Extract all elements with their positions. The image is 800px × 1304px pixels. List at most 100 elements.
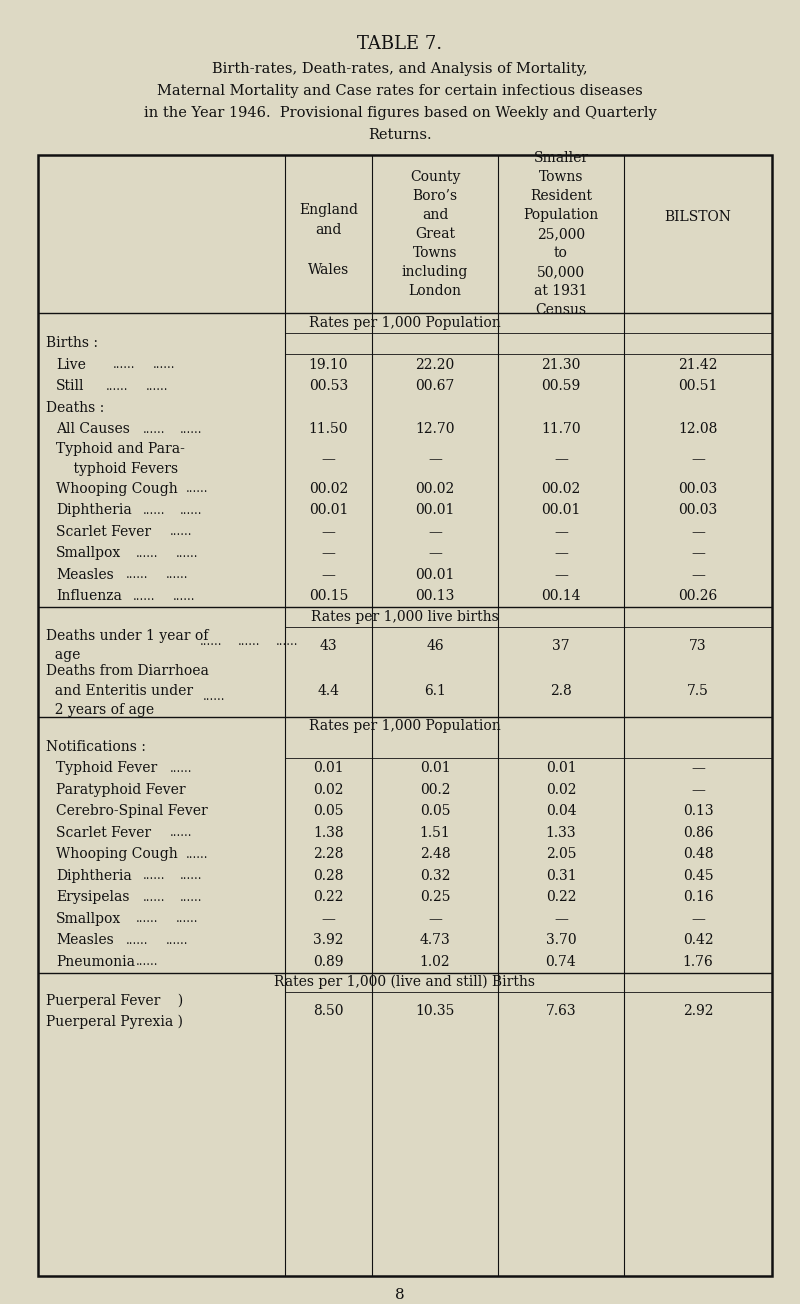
Text: —: — (554, 567, 568, 582)
Text: ......: ...... (180, 503, 202, 516)
Text: 11.70: 11.70 (541, 422, 581, 437)
Text: 8: 8 (395, 1288, 405, 1301)
Text: 0.01: 0.01 (546, 762, 576, 776)
Text: ......: ...... (176, 913, 198, 926)
Text: —: — (554, 452, 568, 466)
Text: 0.02: 0.02 (546, 782, 576, 797)
Text: Notifications :: Notifications : (46, 739, 146, 754)
Text: ......: ...... (203, 690, 226, 703)
Text: Erysipelas: Erysipelas (56, 891, 130, 904)
Text: Rates per 1,000 (live and still) Births: Rates per 1,000 (live and still) Births (274, 975, 535, 990)
Text: 00.26: 00.26 (678, 589, 718, 604)
Text: 43: 43 (320, 639, 338, 652)
Text: ......: ...... (170, 827, 193, 840)
Text: 2.05: 2.05 (546, 848, 576, 861)
Text: 0.45: 0.45 (682, 868, 714, 883)
Text: 2.28: 2.28 (314, 848, 344, 861)
Text: 73: 73 (689, 639, 707, 652)
Text: 12.70: 12.70 (415, 422, 454, 437)
Text: ......: ...... (143, 891, 166, 904)
Text: 00.2: 00.2 (420, 782, 450, 797)
Text: 0.13: 0.13 (682, 805, 714, 818)
Text: 37: 37 (552, 639, 570, 652)
Text: Influenza: Influenza (56, 589, 122, 604)
Text: ......: ...... (113, 359, 135, 372)
Text: Live: Live (56, 357, 86, 372)
Text: 7.5: 7.5 (687, 683, 709, 698)
Text: ......: ...... (143, 503, 166, 516)
Text: 0.74: 0.74 (546, 955, 576, 969)
Text: 00.02: 00.02 (542, 481, 581, 496)
Text: 2.8: 2.8 (550, 683, 572, 698)
Text: 1.76: 1.76 (682, 955, 714, 969)
Text: ......: ...... (136, 546, 158, 559)
Text: 00.13: 00.13 (415, 589, 454, 604)
Text: ......: ...... (180, 422, 202, 436)
Text: ......: ...... (166, 934, 189, 947)
Text: —: — (554, 911, 568, 926)
Text: ......: ...... (143, 422, 166, 436)
Text: 21.30: 21.30 (542, 357, 581, 372)
Text: 00.14: 00.14 (542, 589, 581, 604)
Text: Rates per 1,000 live births: Rates per 1,000 live births (311, 610, 499, 623)
Text: 22.20: 22.20 (415, 357, 454, 372)
Text: 0.02: 0.02 (314, 782, 344, 797)
Text: ......: ...... (170, 526, 193, 539)
Text: ......: ...... (136, 913, 158, 926)
Text: —: — (691, 524, 705, 539)
Text: Typhoid Fever: Typhoid Fever (56, 762, 158, 776)
Text: 00.03: 00.03 (678, 481, 718, 496)
Text: Scarlet Fever: Scarlet Fever (56, 524, 151, 539)
Text: Scarlet Fever: Scarlet Fever (56, 825, 151, 840)
Text: ......: ...... (136, 956, 158, 969)
Text: 00.01: 00.01 (415, 567, 454, 582)
Text: 00.53: 00.53 (309, 379, 348, 394)
Text: 0.16: 0.16 (682, 891, 714, 904)
Text: 00.01: 00.01 (309, 503, 348, 518)
Text: in the Year 1946.  Provisional figures based on Weekly and Quarterly: in the Year 1946. Provisional figures ba… (144, 106, 656, 120)
Text: 0.86: 0.86 (682, 825, 714, 840)
Text: ......: ...... (106, 379, 129, 393)
Text: —: — (691, 911, 705, 926)
Text: England
and

Wales: England and Wales (299, 203, 358, 276)
Text: BILSTON: BILSTON (665, 210, 731, 224)
Text: Diphtheria: Diphtheria (56, 503, 132, 518)
Text: 6.1: 6.1 (424, 683, 446, 698)
Text: Measles: Measles (56, 567, 114, 582)
Text: Typhoid and Para-
    typhoid Fevers: Typhoid and Para- typhoid Fevers (56, 442, 185, 476)
Text: 00.15: 00.15 (309, 589, 348, 604)
Text: Smallpox: Smallpox (56, 546, 122, 561)
Text: ......: ...... (143, 870, 166, 883)
Text: Maternal Mortality and Case rates for certain infectious diseases: Maternal Mortality and Case rates for ce… (157, 83, 643, 98)
Text: —: — (691, 782, 705, 797)
Text: —: — (691, 452, 705, 466)
Text: 0.04: 0.04 (546, 805, 576, 818)
Text: 3.92: 3.92 (314, 934, 344, 947)
Text: —: — (322, 911, 335, 926)
Text: ......: ...... (276, 635, 298, 648)
Text: 8.50: 8.50 (314, 1004, 344, 1018)
Text: ......: ...... (186, 848, 209, 861)
Text: Rates per 1,000 Population: Rates per 1,000 Population (309, 720, 501, 733)
Text: ......: ...... (180, 870, 202, 883)
Text: 4.4: 4.4 (318, 683, 339, 698)
Text: 10.35: 10.35 (415, 1004, 454, 1018)
Text: 21.42: 21.42 (678, 357, 718, 372)
Text: 46: 46 (426, 639, 444, 652)
Text: 0.28: 0.28 (314, 868, 344, 883)
Text: ......: ...... (186, 482, 209, 496)
Text: 0.22: 0.22 (546, 891, 576, 904)
Text: —: — (691, 567, 705, 582)
Text: 1.38: 1.38 (313, 825, 344, 840)
Text: All Causes: All Causes (56, 422, 130, 437)
Text: 1.33: 1.33 (546, 825, 576, 840)
Text: TABLE 7.: TABLE 7. (358, 35, 442, 53)
Text: ......: ...... (133, 589, 155, 602)
Text: 00.01: 00.01 (542, 503, 581, 518)
Text: —: — (428, 911, 442, 926)
Text: —: — (322, 452, 335, 466)
Text: 19.10: 19.10 (309, 357, 348, 372)
Text: ......: ...... (126, 934, 149, 947)
Text: 1.02: 1.02 (420, 955, 450, 969)
Text: Returns.: Returns. (368, 128, 432, 142)
